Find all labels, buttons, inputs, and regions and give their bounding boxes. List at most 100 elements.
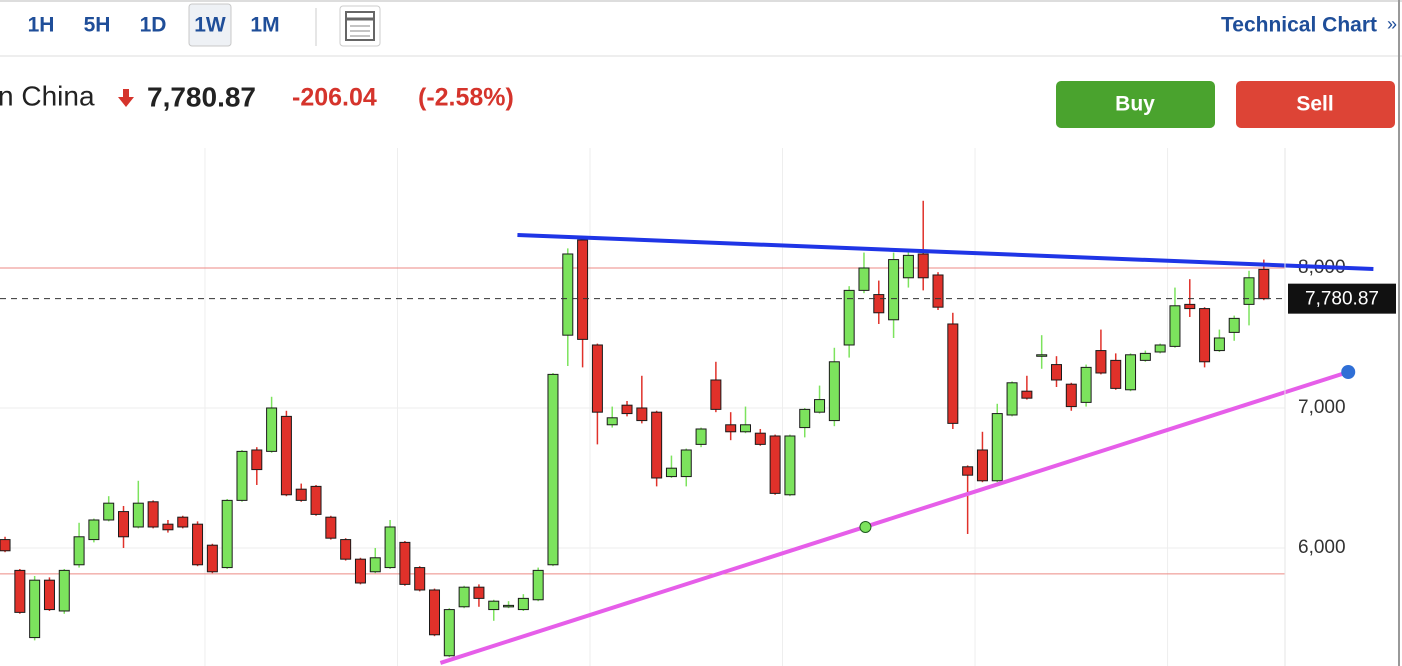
- candle-body: [103, 502, 115, 521]
- candle-body: [976, 449, 988, 482]
- candle-body: [206, 544, 218, 573]
- candle-body: [310, 485, 322, 515]
- candle-body: [0, 539, 11, 552]
- technical-chart-link[interactable]: Technical Chart: [1221, 14, 1377, 37]
- candle-body: [665, 467, 677, 478]
- link-arrow[interactable]: »: [1387, 14, 1397, 34]
- candle-body: [443, 609, 455, 657]
- candle-body: [591, 344, 603, 413]
- trendline: [439, 370, 1349, 665]
- candle-body: [962, 466, 974, 476]
- candle-body: [1213, 337, 1225, 352]
- candle-body: [221, 499, 233, 569]
- instrument-name: n China: [0, 80, 95, 111]
- candle-body: [532, 569, 544, 601]
- candle-body: [562, 253, 574, 336]
- candle-body: [73, 536, 85, 566]
- candle-body: [1050, 364, 1062, 381]
- candle-body: [858, 267, 870, 291]
- candle-body: [799, 408, 811, 429]
- candle-body: [384, 526, 396, 569]
- candle-body: [636, 407, 648, 422]
- y-tick-label: 6,000: [1298, 537, 1346, 558]
- candle-body: [266, 407, 278, 452]
- sell-button[interactable]: [1236, 81, 1395, 128]
- price: 7,780.87: [147, 81, 256, 112]
- candle-body: [192, 523, 204, 566]
- candle-body: [577, 239, 589, 340]
- candle-body: [991, 413, 1003, 482]
- candle-body: [503, 604, 515, 608]
- candle-body: [754, 432, 766, 445]
- candle-body: [295, 488, 307, 501]
- candle-body: [680, 449, 692, 478]
- candle-body: [1125, 354, 1137, 391]
- candle-body: [606, 417, 618, 426]
- candle-body: [888, 259, 900, 321]
- trendline: [517, 232, 1374, 271]
- buy-button[interactable]: [1056, 81, 1215, 128]
- interval-button[interactable]: 1W: [194, 14, 226, 37]
- candle-body: [458, 586, 470, 608]
- candle-body: [651, 411, 663, 479]
- candle-body: [695, 428, 707, 445]
- candle-body: [873, 294, 885, 314]
- candle-body: [710, 379, 722, 410]
- interval-button[interactable]: 1M: [250, 14, 279, 37]
- candle-body: [369, 557, 381, 573]
- down-arrow: [118, 89, 134, 107]
- candle-body: [828, 361, 840, 422]
- trendline-anchor[interactable]: [1341, 365, 1356, 379]
- candle-body: [1110, 359, 1122, 389]
- candle-body: [1154, 344, 1166, 353]
- candle-body: [177, 516, 189, 528]
- candle-body: [473, 586, 485, 599]
- candle-body: [88, 519, 100, 541]
- candle-body: [162, 523, 174, 531]
- candle-body: [340, 539, 352, 560]
- candle-body: [769, 435, 781, 494]
- candle-body: [902, 254, 914, 279]
- y-tick-label: 7,000: [1298, 397, 1346, 418]
- trendline-anchor[interactable]: [859, 520, 872, 533]
- candle-body: [1169, 305, 1181, 347]
- candle-body: [1021, 390, 1033, 399]
- candle-body: [1095, 350, 1107, 374]
- candle-body: [1080, 366, 1092, 403]
- candle-body: [1258, 268, 1270, 300]
- sell-label[interactable]: Sell: [1296, 93, 1333, 116]
- candle-body: [1228, 317, 1240, 333]
- interval-button[interactable]: 1H: [28, 14, 55, 37]
- candle-body: [58, 569, 70, 612]
- candle-body: [488, 600, 500, 611]
- candle-body: [147, 501, 159, 528]
- candle-body: [621, 404, 633, 415]
- candle-body: [118, 511, 130, 538]
- layout-icon[interactable]: [339, 5, 381, 47]
- candle-body: [1065, 383, 1077, 408]
- candle-body: [917, 253, 929, 279]
- candle-body: [1036, 354, 1048, 357]
- candle-body: [280, 415, 292, 496]
- candle-body: [14, 569, 26, 613]
- candle-body: [399, 541, 411, 585]
- candle-body: [725, 424, 737, 433]
- change-percent: (-2.58%): [418, 84, 514, 112]
- candle-body: [429, 589, 441, 636]
- candle-body: [132, 502, 144, 528]
- candle-body: [414, 567, 426, 591]
- candle-body: [236, 450, 248, 501]
- candle-body: [251, 449, 263, 471]
- candle-body: [354, 558, 366, 584]
- interval-button[interactable]: 1D: [140, 14, 167, 37]
- candle-body: [814, 399, 826, 413]
- candle-body: [932, 274, 944, 308]
- candle-body: [947, 323, 959, 424]
- interval-button[interactable]: 5H: [84, 14, 111, 37]
- buy-label[interactable]: Buy: [1115, 93, 1155, 116]
- change: -206.04: [292, 84, 377, 112]
- candle-body: [1139, 352, 1151, 361]
- candle-body: [1006, 382, 1018, 416]
